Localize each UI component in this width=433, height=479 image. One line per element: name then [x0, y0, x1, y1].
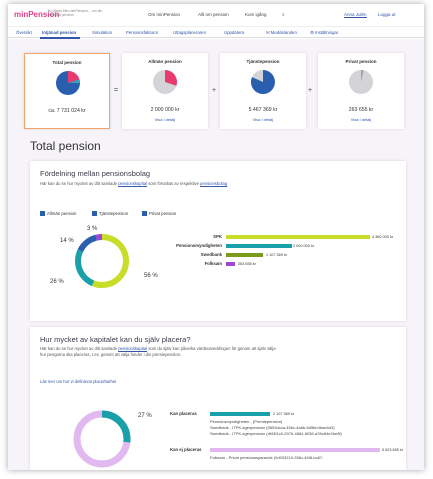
- nav-allt-om-pension[interactable]: Allt om pension: [198, 12, 229, 17]
- top-bar: minPension En tjänst från minPension... …: [8, 4, 424, 26]
- can-place-bar: [210, 412, 270, 416]
- cannot-place-label: Kan ej placeras: [170, 447, 202, 452]
- summary-title: Allmän pension: [148, 59, 182, 64]
- bar-value-folksam: 263 655 kr: [238, 262, 256, 266]
- tab-intjanad-pension[interactable]: Intjänad pension: [42, 30, 77, 35]
- pct-pensionsmyndigheten: 26 %: [50, 279, 64, 285]
- pct-spk: 56 %: [144, 273, 158, 279]
- pct-can-place: 27 %: [138, 413, 152, 419]
- tab-meddelanden[interactable]: ✉ Meddelanden: [266, 30, 297, 35]
- filter-allman[interactable]: Allmän pension: [40, 211, 76, 216]
- filter-label: Tjänstepension: [99, 211, 129, 216]
- desc-text: Här kan du se hur mycket av ditt samlade: [40, 346, 119, 351]
- search-icon[interactable]: ⌕: [282, 12, 285, 17]
- tab-uppdatera[interactable]: Uppdatera: [224, 30, 245, 35]
- distribution-description: Här kan du se hur mycket av ditt samlade…: [40, 181, 260, 187]
- tab-installningar-label: Inställningar: [315, 30, 339, 35]
- tab-pensionsfakturor[interactable]: Pensionsfakturor: [126, 30, 159, 35]
- summary-title: Privat pension: [345, 59, 377, 64]
- read-more-link[interactable]: Läs mer om hur vi definierat placerbarhe…: [40, 379, 117, 384]
- summary-value: ca. 7 731 024 kr: [48, 108, 86, 114]
- filter-tjanste[interactable]: Tjänstepension: [92, 211, 128, 216]
- placement-donut: [73, 410, 131, 468]
- can-place-item: Swedbank - ITPK-kgenpension (df43f1c0-29…: [210, 431, 342, 436]
- checkbox-icon[interactable]: [92, 211, 97, 216]
- tab-simulation[interactable]: Simulation: [92, 30, 113, 35]
- privat-pie: [349, 70, 373, 94]
- placement-card: Hur mycket av kapitalet kan du själv pla…: [30, 327, 406, 470]
- summary-title: Tjänstepension: [246, 59, 280, 64]
- summary-card-privat[interactable]: Privat pension 263 655 kr Visa i detalj: [318, 53, 404, 129]
- plus-sign: +: [308, 87, 313, 94]
- checkbox-icon[interactable]: [142, 211, 147, 216]
- summary-value: 5 467 369 kr: [248, 107, 278, 113]
- tab-uttagsplaneraren[interactable]: Uttagsplaneraren: [173, 30, 206, 35]
- page-title: Total pension: [30, 139, 101, 153]
- cannot-place-bar: [210, 448, 380, 452]
- allman-pie: [153, 70, 177, 94]
- equals-sign: =: [114, 87, 119, 94]
- logo[interactable]: minPension: [14, 10, 60, 19]
- bar-folksam: [226, 262, 235, 266]
- nav-om-minpension[interactable]: Om minPension: [148, 12, 181, 17]
- can-place-label: Kan placeras: [170, 411, 197, 416]
- desc-text: Här kan du se hur mycket av ditt samlade: [40, 181, 119, 186]
- bar-label-folksam: Folksam: [204, 261, 222, 266]
- can-place-item: Swedbank - ITPK-kgenpension (0893dcca-45…: [210, 425, 335, 430]
- active-tab-indicator: [40, 37, 80, 39]
- summary-card-tjanste[interactable]: Tjänstepension 5 467 369 kr Visa i detal…: [220, 53, 306, 129]
- placement-title: Hur mycket av kapitalet kan du själv pla…: [40, 335, 191, 344]
- cannot-place-item: Folksam - Privat pensionssparande (0d003…: [210, 455, 324, 460]
- summary-card-allman[interactable]: Allmän pension 2 000 000 kr Visa i detal…: [122, 53, 208, 129]
- pensionsbolag-link[interactable]: pensionsbolag: [200, 181, 228, 186]
- filter-label: Allmän pension: [47, 211, 77, 216]
- summary-detail-link[interactable]: Visa i detalj: [350, 117, 372, 122]
- desc-text: som du själv kan påverka värdeutveckling…: [40, 346, 276, 357]
- can-place-item: Pensionsmyndigheten - (Premiepension): [210, 419, 283, 424]
- summary-title: Total pension: [52, 60, 82, 65]
- bar-value-pensionsmyndigheten: 2 000 000 kr: [293, 244, 315, 248]
- bar-swedbank: [226, 253, 263, 257]
- summary-value: 263 655 kr: [348, 107, 374, 113]
- summary-detail-link[interactable]: Visa i detalj: [154, 117, 176, 122]
- user-name-link[interactable]: Anna Julén: [344, 12, 367, 18]
- distribution-card: Fördelning mellan pensionsbolag Här kan …: [30, 161, 406, 321]
- placement-description: Här kan du se hur mycket av ditt samlade…: [40, 346, 280, 358]
- nav-kom-igang[interactable]: Kom igång: [245, 12, 267, 17]
- summary-card-total[interactable]: Total pension ca. 7 731 024 kr: [24, 53, 110, 129]
- bar-label-pensionsmyndigheten: Pensionsmyndigheten: [176, 243, 222, 248]
- total-pie: [56, 71, 80, 95]
- cannot-place-value: 5 623 655 kr: [382, 448, 404, 452]
- main-content: Total pension ca. 7 731 024 kr = Allmän …: [8, 39, 424, 470]
- company-donut: [75, 234, 129, 288]
- checkbox-icon[interactable]: [40, 211, 45, 216]
- summary-value: 2 000 000 kr: [150, 107, 180, 113]
- bar-value-spk: 4 360 000 kr: [372, 235, 394, 239]
- distribution-title: Fördelning mellan pensionsbolag: [40, 169, 151, 178]
- bar-label-swedbank: Swedbank: [200, 252, 222, 257]
- filter-label: Privat pension: [149, 211, 177, 216]
- tab-bar: Översikt Intjänad pension Simulation Pen…: [8, 26, 424, 39]
- pensionskapital-link[interactable]: pensionskapital: [118, 346, 148, 351]
- pct-folksam: 3 %: [87, 226, 98, 232]
- bar-label-spk: SPK: [213, 234, 222, 239]
- logo-tagline: En tjänst från minPension... om din fram…: [48, 9, 103, 17]
- bar-pensionsmyndigheten: [226, 244, 293, 248]
- plus-sign: +: [212, 87, 217, 94]
- tab-installningar[interactable]: ⚙ Inställningar: [310, 30, 339, 35]
- tab-oversikt[interactable]: Översikt: [16, 30, 32, 35]
- bar-value-swedbank: 1 107 369 kr: [266, 253, 288, 257]
- can-place-value: 2 107 369 kr: [273, 412, 295, 416]
- filter-privat[interactable]: Privat pension: [142, 211, 176, 216]
- browser-window: minPension En tjänst från minPension... …: [8, 4, 424, 470]
- pensionskapital-link[interactable]: pensionskapital: [118, 181, 148, 186]
- tab-meddelanden-label: Meddelanden: [270, 30, 297, 35]
- logout-link[interactable]: Logga ut: [378, 12, 396, 17]
- bar-spk: [226, 235, 370, 239]
- desc-text: som förvaltas av respektive: [147, 181, 201, 186]
- tjanste-pie: [250, 70, 275, 94]
- pct-swedbank: 14 %: [60, 238, 74, 244]
- summary-detail-link[interactable]: Visa i detalj: [252, 117, 274, 122]
